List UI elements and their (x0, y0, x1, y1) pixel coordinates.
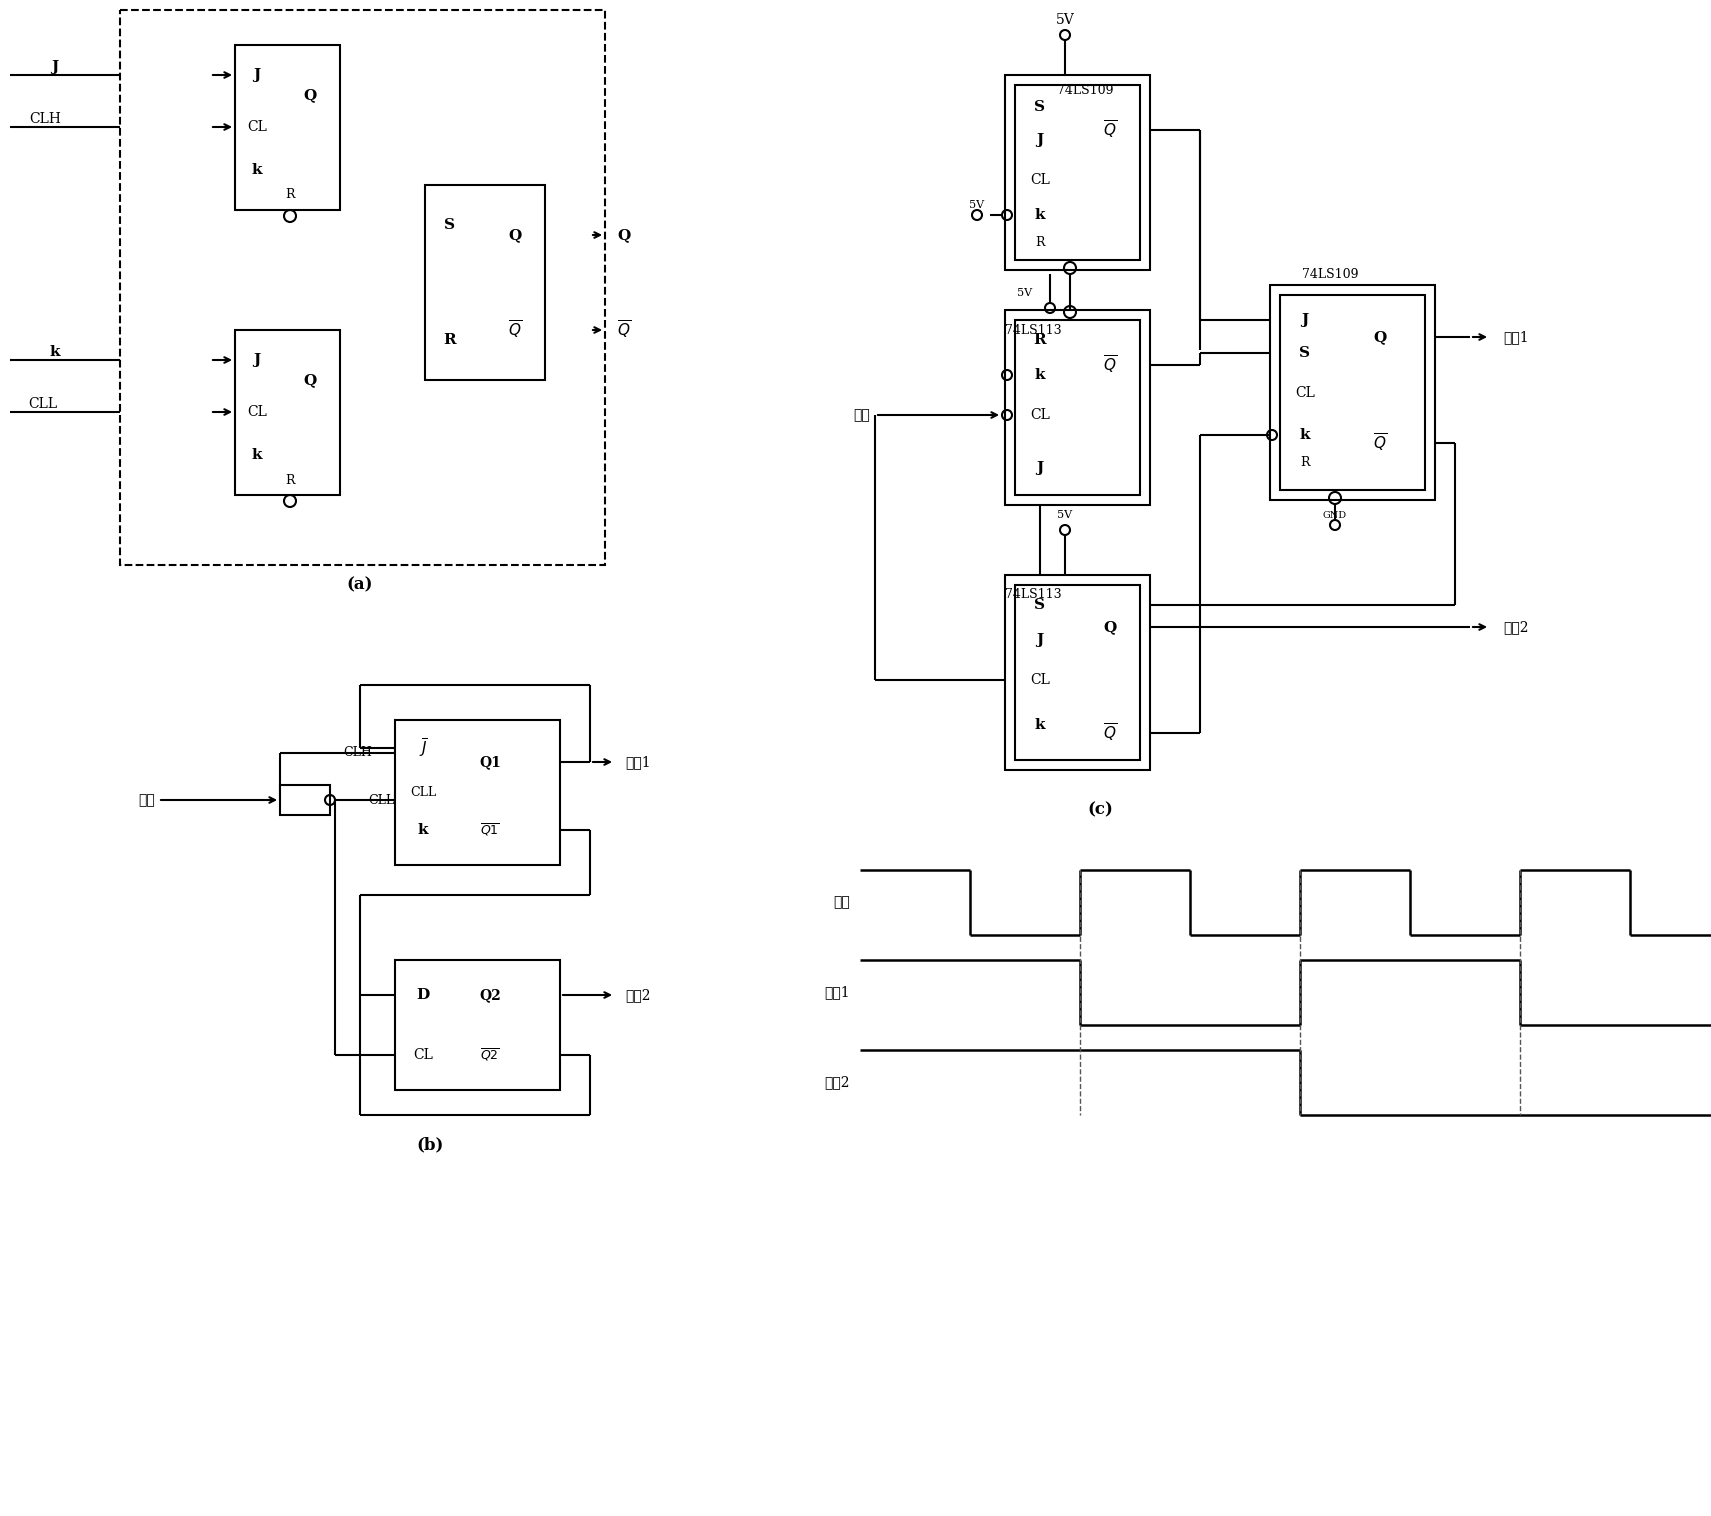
Text: 输出2: 输出2 (625, 988, 650, 1002)
Text: $\overline{Q}$: $\overline{Q}$ (1104, 722, 1117, 744)
Bar (1004, 575, 1150, 770)
Text: 5V: 5V (1018, 288, 1032, 299)
Text: J: J (1037, 461, 1044, 475)
Text: J: J (253, 353, 260, 367)
Text: CLL: CLL (368, 793, 394, 807)
Text: 74LS109: 74LS109 (1302, 268, 1359, 282)
Text: k: k (1300, 428, 1311, 443)
Text: 74LS113: 74LS113 (1004, 588, 1061, 602)
Text: 输出1: 输出1 (625, 755, 650, 769)
Text: $\overline{J}$: $\overline{J}$ (419, 737, 428, 760)
Text: D: D (416, 988, 429, 1002)
Bar (120, 11, 606, 565)
Bar (234, 330, 340, 496)
Text: k: k (252, 164, 262, 177)
Text: J: J (1302, 312, 1309, 327)
Text: $\overline{Q}$: $\overline{Q}$ (1104, 353, 1117, 376)
Text: CL: CL (246, 120, 267, 133)
Bar (1004, 74, 1150, 270)
Text: CL: CL (412, 1048, 433, 1063)
Text: GND: GND (1323, 511, 1347, 520)
Bar (1015, 85, 1140, 261)
Text: R: R (1033, 334, 1047, 347)
Bar (1015, 320, 1140, 496)
Text: 输入1: 输入1 (825, 985, 850, 999)
Text: CLH: CLH (344, 746, 373, 760)
Text: J: J (253, 68, 260, 82)
Text: CL: CL (246, 405, 267, 418)
Text: R: R (286, 473, 294, 487)
Text: 输入: 输入 (854, 408, 869, 421)
Text: k: k (252, 449, 262, 462)
Text: k: k (1035, 719, 1045, 732)
Text: CL: CL (1030, 173, 1051, 186)
Text: Q: Q (1374, 330, 1386, 344)
Bar (234, 45, 340, 211)
Text: CL: CL (1295, 387, 1316, 400)
Text: (b): (b) (416, 1137, 443, 1154)
Text: CLH: CLH (29, 112, 62, 126)
Text: 5V: 5V (970, 200, 984, 211)
Text: k: k (417, 823, 428, 837)
Text: Q: Q (1104, 620, 1117, 634)
Bar (1280, 296, 1425, 490)
Bar (1015, 585, 1140, 760)
Text: J: J (1037, 634, 1044, 647)
Text: $\overline{Q}$: $\overline{Q}$ (1104, 118, 1117, 141)
Text: R: R (1300, 456, 1309, 470)
Text: 5V: 5V (1057, 509, 1073, 520)
Text: CL: CL (1030, 408, 1051, 421)
Text: $\overline{Q}$: $\overline{Q}$ (508, 318, 522, 341)
Text: S: S (1035, 597, 1045, 612)
Text: CLL: CLL (29, 397, 58, 411)
Text: J: J (1037, 133, 1044, 147)
Text: Q: Q (618, 227, 630, 243)
Text: 输入: 输入 (139, 793, 156, 807)
Text: R: R (1035, 236, 1045, 250)
Text: $\overline{Q}$: $\overline{Q}$ (1372, 432, 1388, 455)
Text: Q: Q (508, 227, 522, 243)
Text: 74LS109: 74LS109 (1057, 83, 1114, 97)
Text: CLL: CLL (411, 785, 436, 799)
Bar (1004, 309, 1150, 505)
Text: Q: Q (303, 373, 317, 387)
Text: Q2: Q2 (479, 988, 501, 1002)
Bar (1270, 285, 1436, 500)
Text: 输出1: 输出1 (1502, 330, 1528, 344)
Bar (395, 960, 559, 1090)
Text: S: S (445, 218, 455, 232)
Text: 输入2: 输入2 (825, 1075, 850, 1088)
Text: Q1: Q1 (479, 755, 501, 769)
Text: 输出2: 输出2 (1502, 620, 1528, 634)
Text: S: S (1299, 346, 1311, 359)
Text: S: S (1035, 100, 1045, 114)
Text: 输入: 输入 (833, 894, 850, 910)
Text: 5V: 5V (1056, 14, 1075, 27)
Text: (c): (c) (1086, 802, 1112, 819)
Text: k: k (50, 346, 60, 359)
Text: R: R (443, 334, 457, 347)
Text: $\overline{Q2}$: $\overline{Q2}$ (481, 1046, 500, 1063)
Bar (395, 720, 559, 866)
Text: CL: CL (1030, 673, 1051, 687)
Text: $\overline{Q}$: $\overline{Q}$ (618, 318, 631, 341)
Text: J: J (51, 61, 58, 74)
Text: k: k (1035, 208, 1045, 221)
Text: (a): (a) (347, 576, 373, 593)
Text: k: k (1035, 368, 1045, 382)
Bar (281, 785, 330, 816)
Bar (424, 185, 546, 381)
Text: 74LS113: 74LS113 (1004, 323, 1061, 337)
Text: R: R (286, 188, 294, 202)
Text: $\overline{Q1}$: $\overline{Q1}$ (481, 822, 500, 838)
Text: Q: Q (303, 88, 317, 102)
